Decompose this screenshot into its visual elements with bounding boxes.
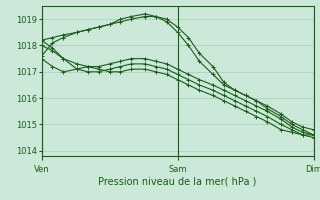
X-axis label: Pression niveau de la mer( hPa ): Pression niveau de la mer( hPa ): [99, 177, 257, 187]
